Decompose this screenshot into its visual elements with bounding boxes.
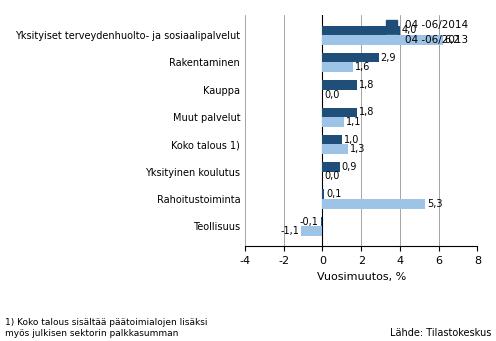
Text: 1,8: 1,8 bbox=[359, 107, 374, 117]
Text: 0,1: 0,1 bbox=[326, 189, 342, 199]
Bar bbox=[322, 62, 354, 72]
Text: 0,0: 0,0 bbox=[324, 90, 340, 100]
Bar bbox=[322, 199, 425, 209]
Bar bbox=[322, 162, 340, 172]
Text: 1,3: 1,3 bbox=[350, 144, 365, 154]
Bar bbox=[322, 135, 342, 144]
Text: 4,0: 4,0 bbox=[402, 25, 417, 35]
Legend: 04 -06/2014, 04 -06/2013: 04 -06/2014, 04 -06/2013 bbox=[382, 16, 472, 49]
Bar bbox=[322, 107, 357, 117]
Text: 6,2: 6,2 bbox=[444, 35, 460, 45]
X-axis label: Vuosimuutos, %: Vuosimuutos, % bbox=[316, 272, 406, 282]
Text: 2,9: 2,9 bbox=[380, 53, 396, 63]
Bar bbox=[301, 226, 322, 236]
Text: 1,1: 1,1 bbox=[346, 117, 361, 127]
Text: 1) Koko talous sisältää päätoimialojen lisäksi
myös julkisen sektorin palkkasumm: 1) Koko talous sisältää päätoimialojen l… bbox=[5, 318, 207, 338]
Text: 1,8: 1,8 bbox=[359, 80, 374, 90]
Bar bbox=[322, 144, 348, 154]
Text: 5,3: 5,3 bbox=[427, 199, 442, 209]
Bar bbox=[322, 26, 400, 35]
Text: -1,1: -1,1 bbox=[280, 226, 299, 236]
Text: Lähde: Tilastokeskus: Lähde: Tilastokeskus bbox=[390, 328, 491, 338]
Bar bbox=[322, 190, 324, 199]
Bar bbox=[322, 35, 442, 45]
Text: 1,0: 1,0 bbox=[344, 135, 359, 145]
Bar bbox=[322, 53, 378, 62]
Text: -0,1: -0,1 bbox=[300, 217, 318, 226]
Bar bbox=[322, 80, 357, 90]
Text: 0,0: 0,0 bbox=[324, 172, 340, 181]
Text: 0,9: 0,9 bbox=[342, 162, 357, 172]
Text: 1,6: 1,6 bbox=[356, 62, 371, 72]
Bar bbox=[322, 117, 344, 127]
Bar bbox=[320, 217, 322, 226]
